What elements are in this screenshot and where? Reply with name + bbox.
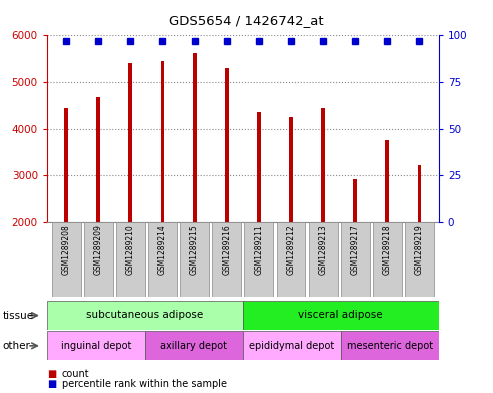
Text: GSM1289212: GSM1289212 — [286, 224, 295, 275]
Text: GSM1289215: GSM1289215 — [190, 224, 199, 275]
Bar — [96, 97, 100, 222]
Bar — [148, 222, 177, 297]
Bar — [289, 117, 293, 222]
Bar — [321, 108, 325, 222]
Text: GSM1289214: GSM1289214 — [158, 224, 167, 275]
Text: GSM1289208: GSM1289208 — [62, 224, 70, 275]
Bar — [52, 222, 80, 297]
Bar — [277, 222, 306, 297]
Bar — [341, 222, 370, 297]
Text: subcutaneous adipose: subcutaneous adipose — [86, 310, 204, 320]
Text: GSM1289211: GSM1289211 — [254, 224, 263, 275]
Bar — [145, 331, 243, 360]
Bar — [243, 331, 341, 360]
Bar — [129, 63, 132, 222]
Text: percentile rank within the sample: percentile rank within the sample — [62, 379, 227, 389]
Bar — [243, 301, 439, 330]
Bar — [353, 179, 357, 222]
Text: count: count — [62, 369, 89, 379]
Bar — [64, 108, 68, 222]
Bar — [405, 222, 434, 297]
Bar — [386, 140, 389, 222]
Bar — [84, 222, 113, 297]
Text: visceral adipose: visceral adipose — [298, 310, 383, 320]
Text: epididymal depot: epididymal depot — [249, 341, 334, 351]
Bar — [47, 301, 243, 330]
Text: GSM1289210: GSM1289210 — [126, 224, 135, 275]
Bar — [341, 331, 439, 360]
Bar — [116, 222, 145, 297]
Bar — [161, 61, 165, 222]
Bar — [180, 222, 209, 297]
Bar — [373, 222, 402, 297]
Text: other: other — [2, 341, 31, 351]
Text: GSM1289213: GSM1289213 — [318, 224, 328, 275]
Bar — [309, 222, 338, 297]
Bar — [47, 331, 145, 360]
Bar — [257, 112, 261, 222]
Text: GDS5654 / 1426742_at: GDS5654 / 1426742_at — [169, 14, 324, 27]
Text: tissue: tissue — [2, 310, 34, 321]
Text: axillary depot: axillary depot — [160, 341, 227, 351]
Bar — [193, 53, 197, 222]
Text: ■: ■ — [47, 379, 56, 389]
Text: inguinal depot: inguinal depot — [61, 341, 131, 351]
Text: mesenteric depot: mesenteric depot — [347, 341, 433, 351]
Text: ■: ■ — [47, 369, 56, 379]
Bar — [212, 222, 241, 297]
Text: GSM1289216: GSM1289216 — [222, 224, 231, 275]
Bar — [418, 165, 422, 222]
Text: GSM1289218: GSM1289218 — [383, 224, 392, 275]
Text: GSM1289217: GSM1289217 — [351, 224, 360, 275]
Bar — [225, 68, 229, 222]
Text: GSM1289219: GSM1289219 — [415, 224, 424, 275]
Bar — [245, 222, 273, 297]
Text: GSM1289209: GSM1289209 — [94, 224, 103, 275]
